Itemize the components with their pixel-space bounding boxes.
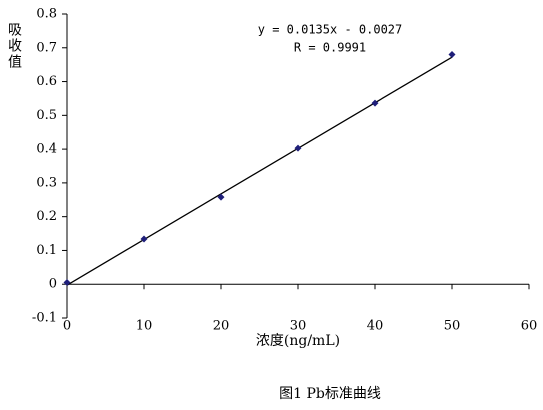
y-tick-label: 0 bbox=[49, 277, 57, 292]
point bbox=[371, 99, 379, 107]
y-tick-label: 0.8 bbox=[36, 7, 57, 22]
x-tick-label: 60 bbox=[521, 319, 538, 334]
y-axis-label: 吸收值 bbox=[6, 22, 22, 70]
y-tick-label: 0.6 bbox=[36, 74, 57, 89]
y-tick-label: 0.2 bbox=[36, 209, 57, 224]
x-tick-label: 30 bbox=[290, 319, 307, 334]
y-tick-label: -0.1 bbox=[32, 311, 57, 326]
x-axis-label: 浓度(ng/mL) bbox=[256, 333, 340, 349]
y-tick-label: 0.4 bbox=[36, 142, 57, 157]
y-tick-label: 0.3 bbox=[36, 175, 57, 190]
point bbox=[63, 279, 71, 287]
x-tick-label: 10 bbox=[136, 319, 153, 334]
y-tick-label: 0.5 bbox=[36, 108, 57, 123]
point bbox=[140, 235, 148, 243]
y-tick-label: 0.1 bbox=[36, 243, 57, 258]
y-tick-label: 0.7 bbox=[36, 40, 57, 55]
point bbox=[294, 144, 302, 152]
equation: y = 0.0135x - 0.0027 bbox=[258, 23, 403, 37]
x-tick-label: 40 bbox=[367, 319, 384, 334]
x-tick-label: 50 bbox=[444, 319, 461, 334]
point bbox=[448, 51, 456, 59]
x-tick-label: 20 bbox=[213, 319, 230, 334]
r-value: R = 0.9991 bbox=[294, 41, 366, 55]
caption: 图1 Pb标准曲线 bbox=[279, 386, 381, 402]
point bbox=[217, 193, 225, 201]
x-tick-label: 0 bbox=[63, 319, 71, 334]
trendline bbox=[66, 56, 453, 286]
